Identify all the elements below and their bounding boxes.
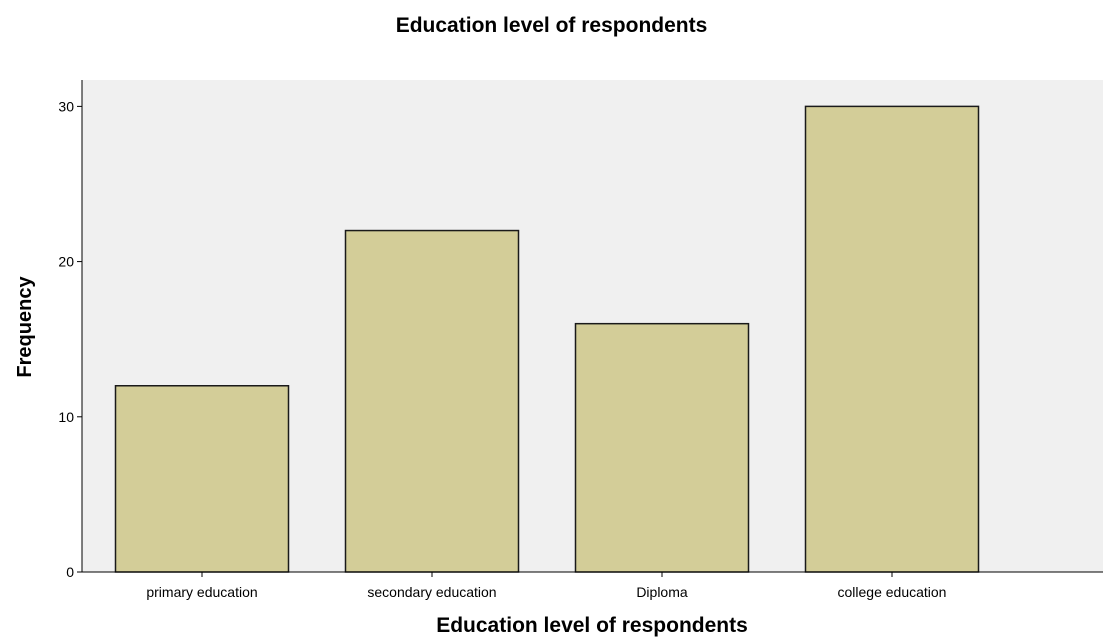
x-tick-label: primary education xyxy=(146,584,257,600)
x-axis-title: Education level of respondents xyxy=(436,614,748,637)
chart-title: Education level of respondents xyxy=(395,14,708,37)
bar-college-education xyxy=(804,105,980,573)
bar-diploma xyxy=(574,322,750,573)
y-ticks-group: 0 10 20 30 xyxy=(58,98,82,580)
x-ticks-group: primary education secondary education Dipl… xyxy=(146,572,946,600)
y-axis-title: Frequency xyxy=(14,276,36,378)
bars-group xyxy=(114,105,980,573)
y-tick-label: 10 xyxy=(58,409,74,425)
y-tick-label: 0 xyxy=(66,564,74,580)
x-tick-label: college education xyxy=(838,584,947,600)
bar-primary-education xyxy=(114,385,290,573)
x-tick-label: Diploma xyxy=(636,584,688,600)
bar-secondary-education xyxy=(344,229,520,573)
y-tick-label: 20 xyxy=(58,254,74,270)
x-tick-label: secondary education xyxy=(367,584,496,600)
y-tick-label: 30 xyxy=(58,98,74,114)
